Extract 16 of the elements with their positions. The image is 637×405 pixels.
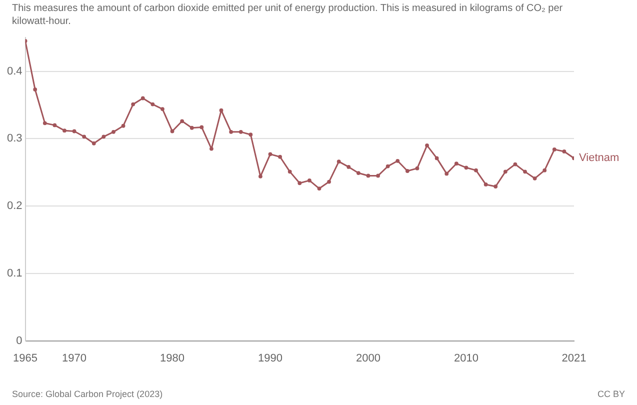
source-note: Source: Global Carbon Project (2023)	[12, 389, 163, 399]
x-tick-label: 1965	[13, 352, 38, 364]
x-tick-label: 1980	[160, 352, 185, 364]
x-tick-label: 1990	[258, 352, 282, 364]
x-tick-label: 2010	[454, 352, 478, 364]
y-tick-label: 0.4	[6, 65, 22, 78]
text: CC BY	[597, 389, 625, 399]
y-tick-label: 0.3	[6, 132, 22, 145]
x-tick-label: 2021	[562, 352, 586, 364]
y-tick-label: 0.2	[6, 200, 22, 212]
series-label: Vietnam	[579, 152, 620, 164]
y-tick-label: 0	[16, 334, 22, 347]
y-tick-label: 0.1	[6, 267, 22, 280]
x-tick-label: 1970	[62, 352, 87, 364]
chart-subtitle: This measures the amount of carbon dioxide emitted per unit of energy production. This is measured in kilograms of CO₂ per kilowatt-hour.	[11, 2, 564, 28]
x-tick-label: 2000	[356, 352, 380, 364]
